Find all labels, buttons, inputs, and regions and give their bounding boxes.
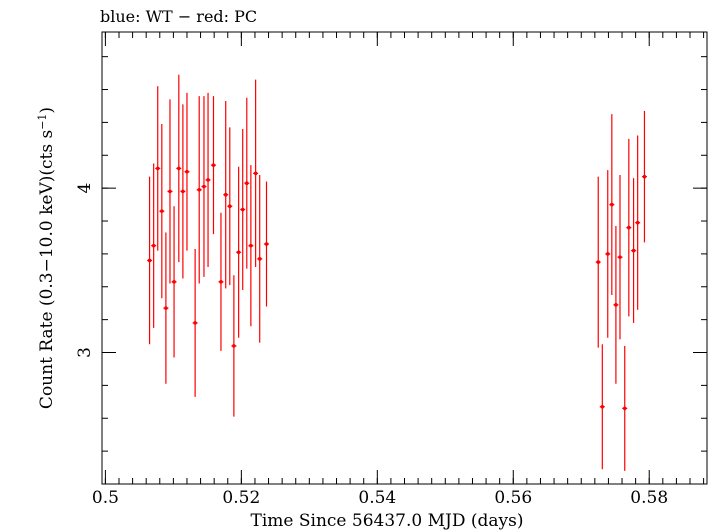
point-marker [181,189,185,194]
point-marker [160,209,164,213]
x-tick-label: 0.58 [630,488,668,508]
data-point [171,206,177,358]
data-point [613,225,619,384]
point-marker [635,220,640,225]
point-marker [211,163,216,167]
data-point [631,178,637,323]
data-point [231,275,237,417]
data-point [253,79,259,268]
data-point [264,181,270,307]
data-point [210,96,216,235]
data-point [609,114,615,295]
data-point [622,345,628,471]
data-point [257,174,263,343]
x-tick-label: 0.56 [494,488,532,508]
y-axis-label-close: ) [37,107,57,114]
data-point [236,166,242,338]
data-point [617,174,623,340]
data-point [180,104,186,279]
point-marker [193,321,197,325]
data-point [147,176,153,345]
point-marker [172,280,176,284]
point-marker [223,192,228,197]
data-point [163,232,169,384]
x-tick-label: 0.52 [222,488,260,508]
point-marker [257,257,262,261]
x-tick-label: 0.54 [358,488,396,508]
point-marker [614,303,618,307]
point-marker [631,248,636,253]
x-axis-label: Time Since 56437.0 MJD (days) [251,511,524,531]
point-marker [264,242,269,246]
y-tick-label: 4 [75,183,95,194]
data-point [635,135,641,310]
data-point [167,99,173,284]
point-marker [197,187,202,192]
point-marker [206,178,210,182]
data-point [218,212,224,351]
point-marker [240,207,245,212]
point-marker [155,166,160,171]
point-marker [168,189,172,194]
data-point [155,86,161,251]
data-point [192,248,198,397]
point-marker [185,169,189,174]
point-marker [253,171,258,176]
point-marker [177,166,181,171]
data-point [184,92,190,251]
y-axis-label-superscript: −1 [36,114,49,130]
point-marker [202,184,206,189]
point-marker [596,260,601,264]
data-point [595,176,601,348]
point-marker [642,174,647,179]
data-point [605,170,611,338]
data-point [201,96,207,277]
data-point [641,110,647,243]
point-marker [605,252,610,256]
point-marker [236,250,241,255]
data-point [205,92,211,268]
data-point [244,97,250,269]
x-tick-label: 0.5 [92,488,119,508]
y-axis-label: Count Rate (0.3−10.0 keV)(cts s−1) [36,107,57,409]
point-marker [618,255,622,259]
y-axis-label-main: Count Rate (0.3−10.0 keV)(cts s [37,130,57,409]
data-point [240,128,246,291]
chart-title: blue: WT − red: PC [100,7,257,26]
point-marker [627,225,631,230]
point-marker [622,406,627,411]
point-marker [249,243,253,248]
data-point [159,124,165,299]
point-marker [227,204,232,209]
point-marker [244,181,249,186]
data-point [151,163,157,328]
data-point [223,101,229,289]
data-point [227,127,233,286]
point-marker [164,306,168,310]
point-marker [600,404,605,409]
axis-ticks [102,32,707,485]
y-tick-label: 3 [75,347,95,358]
point-marker [219,280,223,284]
data-point [196,96,202,284]
axis-tick-labels: 0.5 0.52 0.54 0.56 0.58 3 4 [75,183,668,508]
point-marker [151,243,156,248]
data-point [599,344,605,470]
data-points [147,74,647,471]
data-point [626,138,632,317]
data-point [248,165,254,327]
point-marker [610,202,614,207]
point-marker [232,344,236,348]
data-point [176,74,182,263]
point-marker [147,258,152,263]
